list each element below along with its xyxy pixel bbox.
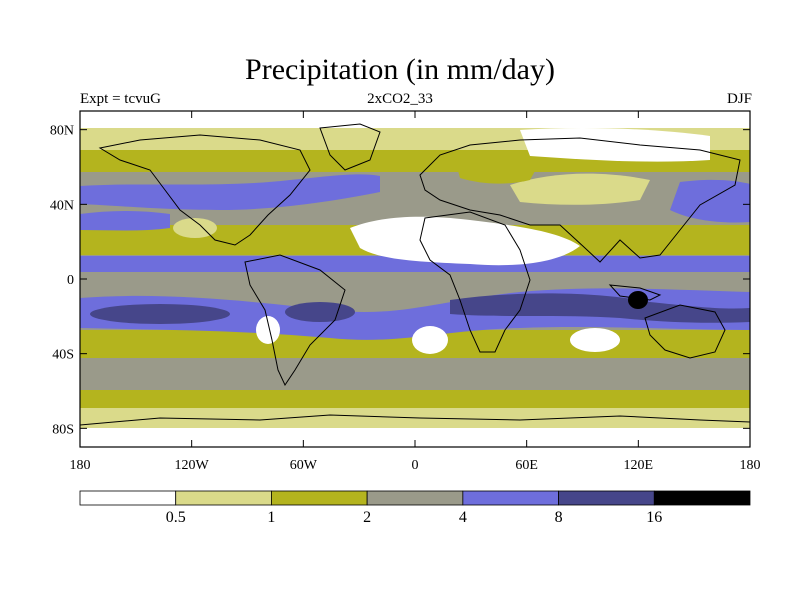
lat-tick-label: 40S: [52, 348, 74, 363]
lon-tick-label: 180: [740, 458, 761, 473]
lat-tick-label: 80N: [50, 124, 74, 139]
colorbar-swatch: [462, 490, 559, 506]
lon-tick-label: 180: [70, 458, 91, 473]
colorbar-swatch: [271, 490, 368, 506]
longitude-axis: 180 120W 60W 0 60E 120E 180: [70, 111, 761, 473]
scenario-label: 2xCO2_33: [367, 91, 433, 107]
chart-title: Precipitation (in mm/day): [245, 53, 555, 86]
lon-tick-label: 60W: [290, 458, 318, 473]
lon-tick-label: 120W: [175, 458, 210, 473]
colorbar-swatch: [175, 490, 272, 506]
colorbar-swatch: [79, 490, 177, 506]
lon-tick-label: 120E: [624, 458, 654, 473]
lat-tick-label: 0: [67, 273, 74, 288]
lon-tick-label: 60E: [515, 458, 538, 473]
colorbar-label: 2: [363, 509, 371, 526]
experiment-label: Expt = tcvuG: [80, 91, 161, 107]
latitude-axis: 80N 40N 0 40S 80S: [50, 124, 750, 437]
lon-tick-label: 0: [412, 458, 419, 473]
colorbar-label: 4: [459, 509, 467, 526]
colorbar-label: 1: [267, 509, 275, 526]
precipitation-field: [80, 111, 750, 447]
colorbar-label: 8: [555, 509, 563, 526]
colorbar-label: 0.5: [166, 509, 186, 526]
season-label: DJF: [726, 91, 752, 107]
colorbar: 0.5 1 2 4 8 16: [79, 490, 751, 526]
colorbar-label: 16: [646, 509, 662, 526]
colorbar-swatch: [653, 490, 751, 506]
colorbar-swatch: [558, 490, 655, 506]
lat-tick-label: 80S: [52, 422, 74, 437]
colorbar-swatch: [366, 490, 464, 506]
lat-tick-label: 40N: [50, 198, 74, 213]
coastlines: [80, 123, 750, 426]
